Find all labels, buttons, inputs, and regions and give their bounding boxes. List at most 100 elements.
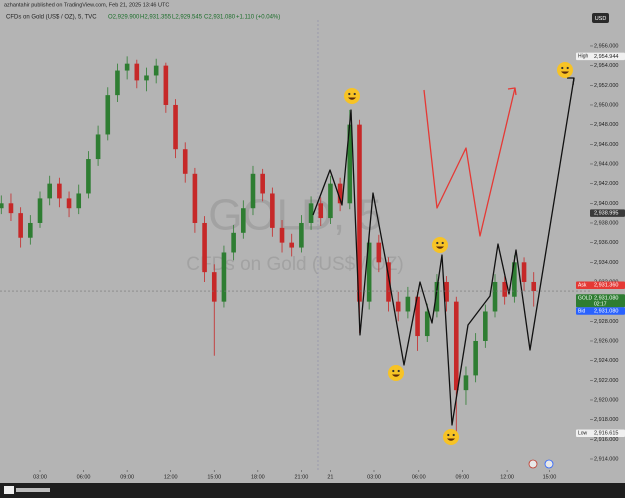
- price-badge-name: Bid: [578, 308, 585, 314]
- price-badge-label: 2,916.615: [594, 431, 618, 437]
- candle-body: [483, 311, 488, 341]
- candle-body: [299, 222, 304, 248]
- y-tick-label: 2,914.000: [594, 456, 618, 462]
- candle-body: [134, 63, 140, 81]
- event-icon[interactable]: [528, 459, 538, 469]
- price-badge-label: 2,954.944: [594, 54, 618, 60]
- candle-body: [47, 183, 52, 199]
- candle-body: [347, 124, 353, 204]
- price-badge: [576, 281, 625, 290]
- ohlc-value: C2,931.080: [204, 15, 236, 21]
- ohlc-value: H2,931.355: [140, 15, 172, 21]
- y-tick-label: 2,928.000: [594, 319, 618, 325]
- y-tick-label: 2,950.000: [594, 102, 618, 108]
- y-tick-label: 2,942.000: [594, 181, 618, 187]
- y-tick-label: 2,956.000: [594, 43, 618, 49]
- x-tick-label: 09:00: [455, 474, 469, 480]
- y-tick-label: 2,916.000: [594, 437, 618, 443]
- candle-body: [0, 203, 4, 209]
- ohlc-value: L2,929.545: [172, 15, 203, 21]
- event-icons: [528, 459, 554, 469]
- y-tick-label: 2,934.000: [594, 260, 618, 266]
- candle-body: [115, 70, 120, 96]
- x-tick-label: 09:00: [120, 474, 134, 480]
- ohlc-value: +1.110 (+0.04%): [236, 15, 280, 21]
- x-tick-label: 15:00: [207, 474, 221, 480]
- y-tick-label: 2,944.000: [594, 161, 618, 167]
- drawings: [312, 77, 575, 426]
- candle-body: [192, 173, 198, 223]
- y-tick-label: 2,952.000: [594, 83, 618, 89]
- price-badge: [576, 52, 625, 61]
- symbol: CFDs on Gold (US$ / OZ), 5, TVC: [6, 15, 97, 21]
- candle-body: [260, 173, 265, 194]
- candle-body: [473, 340, 478, 376]
- arrow-head: [507, 87, 517, 96]
- candle-body: [492, 281, 498, 312]
- candle-body: [453, 301, 459, 391]
- x-tick-label: 12:00: [500, 474, 514, 480]
- watermark-name: CFDs on Gold (US$ / OZ): [186, 254, 404, 275]
- y-tick-label: 2,938.000: [594, 220, 618, 226]
- price-badge-label: 2,938.995: [594, 211, 618, 217]
- emoji[interactable]: [344, 88, 360, 104]
- y-tick-label: 2,936.000: [594, 240, 618, 246]
- candle-body: [37, 198, 43, 223]
- x-tick-label: 06:00: [77, 474, 91, 480]
- event-icon[interactable]: [544, 459, 554, 469]
- price-badge-name: High: [578, 54, 589, 60]
- emoji[interactable]: [432, 237, 448, 253]
- x-tick-label: 03:00: [33, 474, 47, 480]
- price-badge-label: 2,931.080: [594, 308, 618, 314]
- candle-body: [463, 375, 469, 391]
- x-tick-label: 03:00: [367, 474, 381, 480]
- y-tick-label: 2,920.000: [594, 397, 618, 403]
- emoji[interactable]: [388, 365, 404, 381]
- price-badge: [576, 294, 625, 308]
- candle-body: [28, 222, 33, 238]
- price-badge-name: GOLD: [578, 295, 593, 301]
- price-badge-name: Ask: [578, 283, 587, 289]
- candle-body: [521, 262, 527, 282]
- candle-body: [434, 281, 440, 312]
- candle-body: [424, 311, 430, 337]
- y-tick-label: 2,946.000: [594, 142, 618, 148]
- emoji[interactable]: [557, 62, 573, 78]
- price-badge: [576, 429, 625, 438]
- tradingview-logo: [4, 486, 50, 494]
- zigzag-drawing[interactable]: [312, 77, 575, 426]
- y-tick-label: 2,954.000: [594, 63, 618, 69]
- candle-body: [250, 173, 256, 209]
- price-badge-label: 2,931.080: [594, 295, 618, 301]
- candle-body: [76, 193, 82, 209]
- candle-body: [231, 232, 236, 253]
- x-tick-label: 21: [327, 474, 333, 480]
- candle-body: [153, 65, 159, 76]
- candle-body: [531, 281, 537, 292]
- y-tick-label: 2,926.000: [594, 338, 618, 344]
- currency-button[interactable]: [592, 13, 609, 23]
- x-tick-label: 15:00: [543, 474, 557, 480]
- arrow-head: [567, 77, 575, 86]
- y-tick-label: 2,918.000: [594, 417, 618, 423]
- y-tick-label: 2,948.000: [594, 122, 618, 128]
- candle-body: [337, 183, 343, 204]
- candle-body: [502, 281, 507, 297]
- candle-body: [211, 272, 217, 302]
- emoji[interactable]: [443, 429, 459, 445]
- candle-body: [405, 296, 411, 312]
- y-tick-label: 2,940.000: [594, 201, 618, 207]
- x-tick-label: 12:00: [164, 474, 178, 480]
- candle-body: [289, 242, 295, 248]
- price-badge-time: 02:17: [594, 301, 607, 307]
- publisher: azhantahir published on TradingView.com,…: [4, 2, 169, 8]
- currency[interactable]: USD: [595, 16, 607, 22]
- emojis: [344, 62, 573, 445]
- candle-body: [66, 198, 72, 209]
- y-tick-label: 2,922.000: [594, 378, 618, 384]
- projection-drawing[interactable]: [423, 87, 516, 237]
- candle-body: [279, 227, 285, 243]
- candle-body: [202, 222, 207, 273]
